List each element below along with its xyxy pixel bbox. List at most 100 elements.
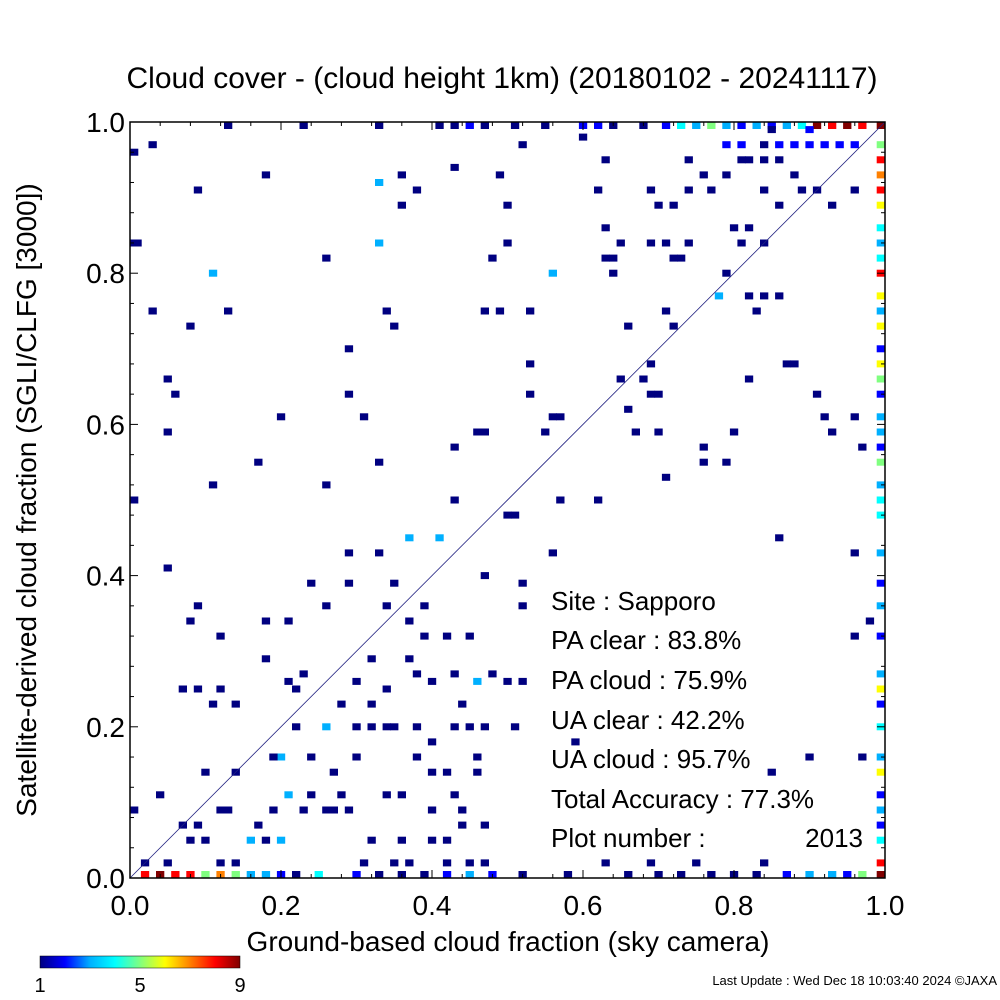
heatmap-cell: [760, 859, 769, 867]
colorbar-tick-min: 1: [34, 975, 45, 997]
heatmap-cell: [261, 871, 271, 878]
heatmap-cell: [284, 617, 293, 625]
heatmap-cell: [601, 224, 610, 232]
heatmap-cell: [843, 871, 852, 878]
heatmap-cell: [405, 534, 414, 542]
heatmap-cell: [405, 655, 414, 663]
heatmap-cell: [442, 859, 452, 867]
x-tick-label: 0.4: [413, 890, 452, 921]
heatmap-cell: [699, 443, 708, 451]
heatmap-cell: [344, 549, 354, 557]
heatmap-cell: [442, 768, 452, 776]
stat-site: Site : Sapporo: [551, 586, 716, 616]
heatmap-cell: [518, 602, 527, 610]
heatmap-cell: [767, 122, 776, 129]
heatmap-cell: [850, 141, 859, 149]
heatmap-cell: [669, 201, 678, 209]
x-tick-label: 0.2: [262, 890, 301, 921]
heatmap-cell: [805, 141, 814, 149]
heatmap-cell: [465, 871, 474, 878]
heatmap-cell: [876, 292, 885, 300]
heatmap-cell: [465, 122, 474, 129]
heatmap-cell: [684, 239, 693, 247]
heatmap-cell: [876, 122, 885, 129]
heatmap-cell: [216, 859, 225, 867]
heatmap-cell: [450, 670, 459, 678]
heatmap-cell: [797, 186, 807, 194]
heatmap-cell: [876, 201, 885, 209]
heatmap-cell: [677, 871, 686, 878]
heatmap-cell: [435, 534, 444, 542]
heatmap-cell: [442, 836, 452, 844]
heatmap-cell: [876, 186, 885, 194]
heatmap-cell: [473, 428, 482, 436]
heatmap-cell: [269, 806, 278, 814]
heatmap-cell: [231, 700, 240, 708]
heatmap-cell: [578, 133, 588, 141]
heatmap-cell: [397, 201, 406, 209]
heatmap-cell: [261, 655, 271, 663]
heatmap-cell: [480, 307, 489, 315]
stat-plot-number-label: Plot number :: [551, 823, 706, 853]
heatmap-cell: [594, 186, 603, 194]
heatmap-cell: [828, 201, 837, 209]
heatmap-cell: [284, 791, 293, 799]
heatmap-cell: [876, 254, 885, 262]
chart-title: Cloud cover - (cloud height 1km) (201801…: [127, 62, 878, 95]
heatmap-cell: [186, 617, 195, 625]
heatmap-cell: [427, 677, 437, 685]
heatmap-cell: [699, 458, 708, 466]
heatmap-cell: [518, 579, 527, 587]
heatmap-cell: [450, 791, 459, 799]
heatmap-cell: [699, 171, 708, 179]
heatmap-cell: [382, 723, 391, 731]
heatmap-cell: [299, 806, 308, 814]
stats-box: Site : Sapporo PA clear : 83.8% PA cloud…: [551, 586, 863, 853]
heatmap-cell: [367, 700, 376, 708]
y-tick-label: 0.6: [86, 409, 125, 440]
colorbar-tick-mid: 5: [134, 975, 145, 997]
heatmap-cell: [601, 156, 610, 164]
heatmap-cell: [843, 122, 852, 129]
heatmap-cell: [495, 307, 505, 315]
heatmap-cell: [876, 239, 885, 247]
heatmap-cell: [616, 375, 625, 383]
stat-total-accuracy: Total Accuracy : 77.3%: [551, 784, 814, 814]
heatmap-cell: [790, 141, 799, 149]
y-tick-label: 1.0: [86, 107, 125, 138]
heatmap-cell: [624, 322, 633, 330]
heatmap-cell: [473, 677, 482, 685]
heatmap-cell: [450, 443, 459, 451]
heatmap-cell: [390, 579, 399, 587]
heatmap-cell: [661, 473, 671, 481]
heatmap-cell: [276, 753, 286, 761]
x-tick-label: 0.6: [564, 890, 603, 921]
heatmap-cell: [503, 511, 512, 519]
heatmap-cell: [714, 292, 724, 300]
heatmap-cell: [850, 632, 859, 640]
heatmap-cell: [322, 723, 331, 731]
heatmap-cell: [669, 254, 678, 262]
heatmap-cell: [329, 768, 338, 776]
heatmap-cell: [231, 871, 240, 878]
heatmap-cell: [646, 186, 656, 194]
heatmap-cell: [292, 685, 301, 693]
heatmap-cell: [359, 413, 369, 421]
heatmap-cell: [140, 871, 150, 878]
heatmap-cell: [876, 753, 885, 761]
heatmap-cell: [344, 345, 354, 353]
heatmap-cell: [858, 871, 867, 878]
heatmap-cell: [571, 738, 580, 746]
heatmap-cell: [420, 602, 429, 610]
stat-plot-number-value: 2013: [805, 823, 863, 853]
heatmap-cell: [669, 322, 678, 330]
heatmap-cell: [208, 269, 218, 277]
heatmap-cell: [737, 239, 746, 247]
x-tick-label: 0.8: [715, 890, 754, 921]
heatmap-cell: [594, 122, 603, 129]
heatmap-cell: [760, 156, 769, 164]
heatmap-cell: [405, 617, 414, 625]
heatmap-cell: [876, 360, 885, 368]
heatmap-cell: [254, 821, 263, 829]
heatmap-cell: [329, 806, 338, 814]
